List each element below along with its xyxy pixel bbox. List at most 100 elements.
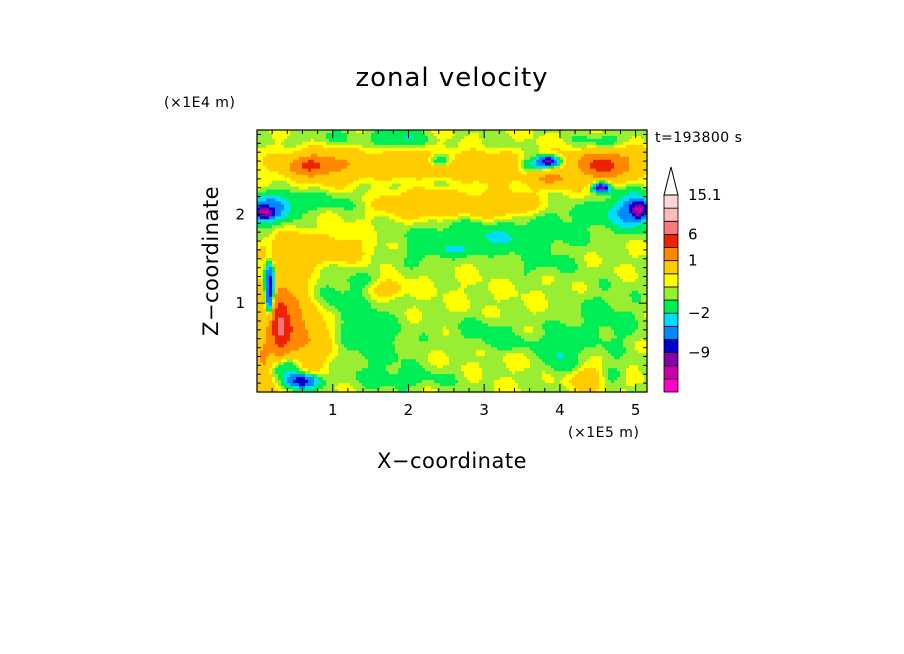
field-cell (287, 180, 291, 185)
field-cell (308, 144, 312, 149)
field-cell (425, 180, 429, 185)
field-cell (503, 132, 507, 137)
field-cell (551, 159, 555, 164)
field-cell (437, 171, 441, 176)
field-cell (635, 147, 639, 152)
field-cell (545, 165, 549, 170)
field-cell (425, 132, 429, 137)
field-cell (371, 213, 375, 217)
field-cell (383, 150, 387, 155)
field-cell (527, 168, 531, 173)
field-cell (392, 189, 396, 194)
field-cell (407, 183, 411, 188)
field-cell (404, 130, 408, 134)
field-cell (575, 147, 579, 152)
field-cell (320, 174, 324, 179)
field-cell (329, 159, 333, 164)
field-cell (527, 186, 531, 191)
field-cell (368, 189, 372, 194)
field-cell (554, 186, 558, 191)
field-cell (644, 195, 648, 200)
field-cell (632, 201, 636, 206)
field-cell (347, 192, 351, 197)
field-cell (380, 198, 384, 203)
field-cell (449, 186, 453, 191)
field-cell (509, 204, 513, 209)
field-cell (590, 168, 594, 173)
field-cell (332, 141, 336, 146)
field-cell (497, 186, 501, 191)
field-cell (596, 135, 600, 140)
field-cell (641, 195, 645, 200)
field-cell (530, 207, 534, 211)
field-cell (347, 150, 351, 155)
field-cell (311, 213, 315, 217)
field-cell (464, 210, 468, 214)
field-cell (593, 189, 597, 194)
field-cell (272, 216, 276, 220)
field-cell (347, 177, 351, 182)
field-cell (635, 198, 639, 203)
field-cell (506, 192, 510, 197)
field-cell (278, 165, 282, 170)
field-cell (266, 165, 270, 170)
field-cell (329, 213, 333, 217)
field-cell (590, 177, 594, 182)
field-cell (401, 141, 405, 146)
field-cell (482, 168, 486, 173)
field-cell (638, 159, 642, 164)
field-cell (371, 192, 375, 197)
field-cell (644, 162, 648, 167)
field-cell (476, 213, 480, 217)
field-cell (560, 210, 564, 214)
field-cell (500, 174, 504, 179)
field-cell (530, 153, 534, 158)
field-cell (461, 198, 465, 203)
field-cell (593, 195, 597, 200)
field-cell (416, 159, 420, 164)
field-cell (569, 183, 573, 188)
field-cell (323, 207, 327, 211)
field-cell (587, 201, 591, 206)
field-cell (365, 135, 369, 140)
field-cell (614, 180, 618, 185)
field-cell (581, 189, 585, 194)
field-cell (380, 186, 384, 191)
field-cell (524, 204, 528, 209)
field-cell (467, 153, 471, 158)
field-cell (503, 130, 507, 134)
field-cell (644, 189, 648, 194)
field-cell (317, 213, 321, 217)
field-cell (482, 201, 486, 206)
field-cell (566, 192, 570, 197)
field-cell (419, 210, 423, 214)
field-cell (470, 144, 474, 149)
field-cell (629, 183, 633, 188)
field-cell (476, 132, 480, 137)
field-cell (635, 183, 639, 188)
field-cell (281, 159, 285, 164)
field-cell (455, 135, 459, 140)
field-cell (305, 153, 309, 158)
field-cell (320, 186, 324, 191)
field-cell (578, 186, 582, 191)
field-cell (629, 165, 633, 170)
field-cell (500, 162, 504, 167)
field-cell (383, 165, 387, 170)
field-cell (455, 204, 459, 209)
field-cell (500, 132, 504, 137)
field-cell (284, 174, 288, 179)
field-cell (479, 156, 483, 161)
field-cell (314, 207, 318, 211)
field-cell (593, 198, 597, 203)
field-cell (302, 150, 306, 155)
field-cell (479, 180, 483, 185)
field-cell (341, 174, 345, 179)
field-cell (356, 177, 360, 182)
field-cell (575, 171, 579, 176)
field-cell (584, 180, 588, 185)
field-cell (641, 189, 645, 194)
field-cell (596, 168, 600, 173)
field-cell (482, 213, 486, 217)
field-cell (596, 216, 600, 220)
